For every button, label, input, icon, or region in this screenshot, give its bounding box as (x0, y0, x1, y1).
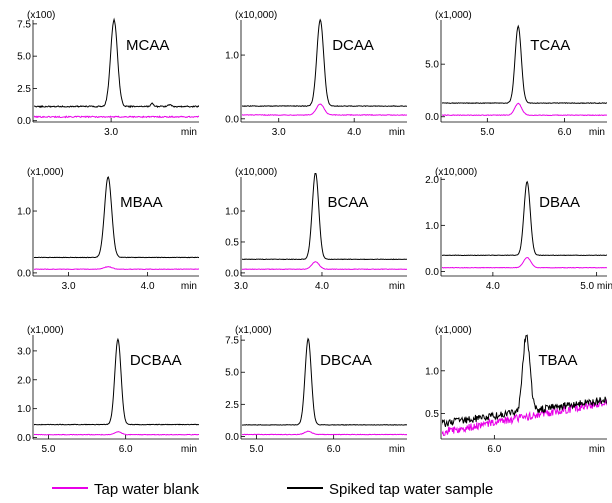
y-multiplier-label: (x100) (27, 10, 55, 21)
x-tick-label: 5.0 (249, 444, 263, 455)
y-multiplier-label: (x10,000) (235, 10, 277, 21)
y-tick-label: 2.0 (425, 175, 439, 186)
y-tick-label: 1.0 (225, 207, 239, 218)
y-tick-label: 0.0 (225, 114, 239, 125)
y-tick-label: 0.0 (425, 112, 439, 123)
compound-label: MCAA (126, 37, 169, 54)
panel-dbcaa: (x1,000) 0.0 2.5 5.0 7.5 5.0 6.0 min DBCAA (225, 325, 407, 455)
series-spiked-tap-water-sample (442, 180, 607, 257)
y-tick-label: 0.0 (17, 433, 31, 444)
x-tick-label: 6.0 (327, 444, 341, 455)
y-multiplier-label: (x1,000) (435, 325, 472, 336)
x-tick-label: 3.0 (272, 127, 286, 138)
compound-label: DBCAA (320, 352, 372, 369)
y-tick-label: 0.0 (425, 267, 439, 278)
y-multiplier-label: (x10,000) (435, 167, 477, 178)
compound-label: DCBAA (130, 352, 182, 369)
series-spiked-tap-water-sample (34, 176, 199, 259)
series-spiked-tap-water-sample (34, 337, 199, 426)
series-tap-water-blank (242, 103, 407, 116)
panel-tbaa: (x1,000) 0.5 1.0 6.0 min TBAA (425, 325, 607, 455)
x-tick-label: 4.0 (486, 281, 500, 292)
series-spiked-tap-water-sample (242, 337, 407, 426)
panel-bcaa: (x10,000) 0.0 0.5 1.0 3.0 4.0 min BCAA (225, 167, 407, 292)
compound-label: DCAA (332, 37, 374, 54)
x-tick-label: 4.0 (141, 281, 155, 292)
panel-tcaa: (x1,000) 0.0 5.0 5.0 6.0 min TCAA (425, 10, 607, 138)
y-tick-label: 5.0 (425, 60, 439, 71)
series-tap-water-blank (442, 102, 607, 117)
y-tick-label: 1.0 (425, 366, 439, 377)
series-tap-water-blank (442, 257, 607, 269)
y-tick-label: 2.5 (17, 84, 31, 95)
series-spiked-tap-water-sample (442, 334, 607, 427)
series-spiked-tap-water-sample (34, 17, 199, 109)
x-unit-label: min (181, 127, 197, 138)
compound-label: MBAA (120, 194, 163, 211)
y-tick-label: 0.0 (17, 268, 31, 279)
x-tick-label: 3.0 (104, 127, 118, 138)
x-tick-label: 6.0 (119, 444, 133, 455)
y-tick-label: 7.5 (17, 19, 31, 30)
y-tick-label: 0.0 (225, 268, 239, 279)
y-tick-label: 0.0 (17, 116, 31, 127)
x-tick-label: 5.0 (480, 127, 494, 138)
x-unit-label: min (389, 444, 405, 455)
y-tick-label: 5.0 (17, 52, 31, 63)
x-tick-label: 6.0 (487, 444, 501, 455)
legend-label: Spiked tap water sample (329, 481, 493, 498)
x-unit-label: min (389, 127, 405, 138)
series-tap-water-blank (442, 398, 607, 436)
y-tick-label: 1.0 (17, 404, 31, 415)
series-tap-water-blank (242, 261, 407, 271)
y-tick-label: 2.5 (225, 400, 239, 411)
y-multiplier-label: (x1,000) (27, 325, 64, 336)
panel-dbaa: (x10,000) 0.0 1.0 2.0 4.0 5.0 min DBAA (425, 167, 612, 292)
series-tap-water-blank (34, 431, 199, 436)
x-tick-label: 3.0 (62, 281, 76, 292)
compound-label: DBAA (539, 194, 580, 211)
series-spiked-tap-water-sample (442, 24, 607, 105)
panel-mbaa: (x1,000) 0.0 1.0 3.0 4.0 min MBAA (17, 167, 199, 292)
series-tap-water-blank (34, 115, 199, 119)
x-tick-label: 3.0 (234, 281, 248, 292)
y-multiplier-label: (x1,000) (435, 10, 472, 21)
x-tick-label: 4.0 (347, 127, 361, 138)
y-tick-label: 0.5 (425, 409, 439, 420)
legend: Tap water blank Spiked tap water sample (52, 481, 493, 498)
legend-label: Tap water blank (94, 481, 200, 498)
x-unit-label: min (389, 281, 405, 292)
panel-dcaa: (x10,000) 0.0 1.0 3.0 4.0 min DCAA (225, 10, 407, 138)
compound-label: TCAA (530, 37, 570, 54)
x-unit-label: min (589, 444, 605, 455)
y-multiplier-label: (x10,000) (235, 167, 277, 178)
series-spiked-tap-water-sample (242, 18, 407, 107)
y-tick-label: 3.0 (17, 346, 31, 357)
compound-label: BCAA (327, 194, 368, 211)
y-tick-label: 0.5 (225, 237, 239, 248)
series-spiked-tap-water-sample (242, 173, 407, 261)
x-tick-label: 5.0 (41, 444, 55, 455)
y-multiplier-label: (x1,000) (27, 167, 64, 178)
y-tick-label: 1.0 (225, 51, 239, 62)
x-unit-label: min (589, 127, 605, 138)
x-unit-label: min (181, 444, 197, 455)
y-tick-label: 1.0 (425, 221, 439, 232)
y-tick-label: 2.0 (17, 375, 31, 386)
y-tick-label: 1.0 (17, 207, 31, 218)
x-tick-label: 6.0 (558, 127, 572, 138)
y-tick-label: 5.0 (225, 368, 239, 379)
series-tap-water-blank (242, 430, 407, 436)
x-unit-label: min (181, 281, 197, 292)
series-tap-water-blank (34, 266, 199, 271)
x-tick-label: 4.0 (315, 281, 329, 292)
y-tick-label: 0.0 (225, 432, 239, 443)
y-multiplier-label: (x1,000) (235, 325, 272, 336)
compound-label: TBAA (538, 352, 577, 369)
panel-mcaa: (x100) 0.0 2.5 5.0 7.5 3.0 min MCAA (17, 10, 199, 138)
x-tick-label: 5.0 min (580, 281, 612, 292)
panel-dcbaa: (x1,000) 0.0 1.0 2.0 3.0 5.0 6.0 min DCBAA (17, 325, 199, 455)
y-tick-label: 7.5 (225, 336, 239, 347)
